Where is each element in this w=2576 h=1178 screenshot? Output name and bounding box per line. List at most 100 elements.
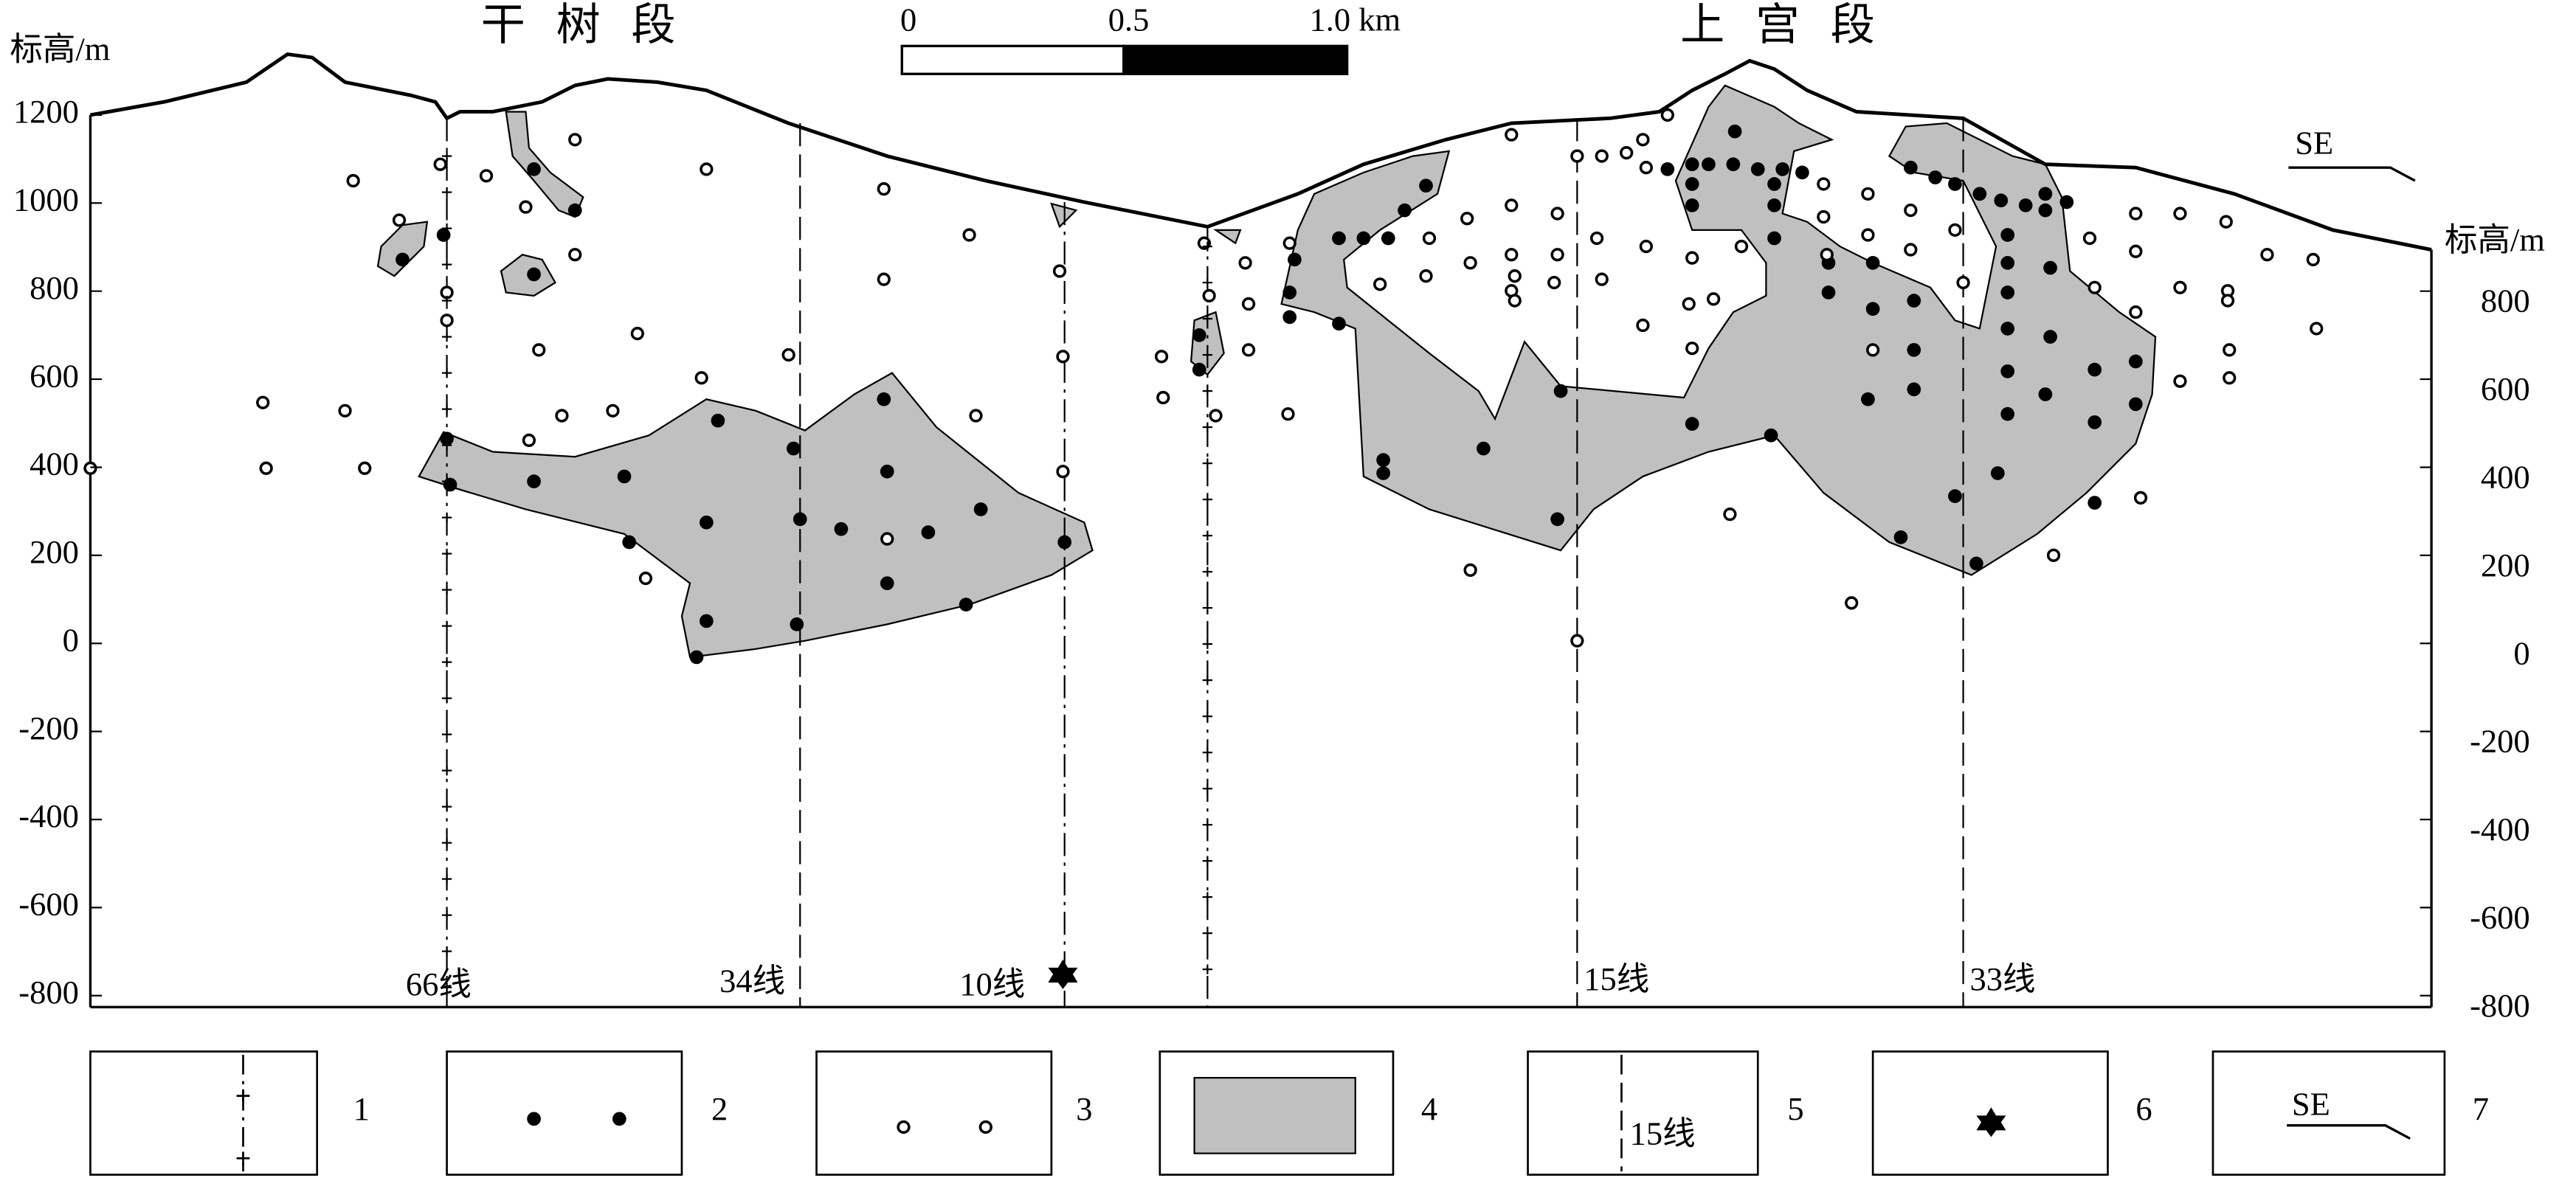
solid-dot	[1376, 453, 1390, 468]
open-dot	[259, 461, 273, 475]
open-dot	[1052, 264, 1067, 278]
solid-dot	[2088, 415, 2102, 429]
solid-dot	[1332, 316, 1346, 331]
solid-dot	[527, 162, 541, 176]
open-dot	[532, 343, 546, 357]
y-tick-label: -200	[18, 710, 79, 746]
legend-box	[815, 1050, 1053, 1176]
legend-number: 1	[353, 1090, 370, 1127]
solid-dot	[2059, 195, 2074, 209]
solid-dot	[443, 477, 457, 492]
solid-dot	[1381, 231, 1395, 246]
direction: SE	[2295, 124, 2333, 161]
scale-white	[900, 44, 1125, 75]
open-dot	[519, 200, 533, 214]
legend-number: 3	[1076, 1090, 1092, 1127]
legend-number: 5	[1787, 1090, 1803, 1127]
open-dot	[2220, 294, 2235, 308]
open-dot	[256, 395, 270, 409]
y-tick-label: 600	[30, 357, 79, 394]
legend-box	[1158, 1050, 1395, 1176]
open-dot	[2088, 280, 2102, 294]
open-dot	[568, 248, 582, 262]
section-title: 上 宫 段	[1680, 1, 1885, 50]
solid-dot	[1685, 177, 1699, 191]
solid-dot	[880, 464, 894, 479]
open-dot	[2082, 231, 2097, 246]
open-dot	[1861, 228, 1875, 242]
y-tick-label: -800	[2470, 987, 2530, 1024]
open-dot	[2306, 252, 2320, 267]
solid-dot	[1282, 285, 1297, 299]
open-dot	[1419, 269, 1433, 283]
solid-dot	[1795, 165, 1809, 180]
solid-dot	[1057, 535, 1072, 550]
open-dot	[2310, 322, 2324, 336]
solid-dot	[2018, 198, 2033, 212]
drill-marks	[441, 150, 1213, 993]
open-dot	[1154, 350, 1169, 364]
y-tick-label: 800	[2481, 283, 2530, 319]
solid-dot	[436, 228, 451, 242]
y-tick-label: -600	[2470, 898, 2530, 935]
solid-dot	[1192, 362, 1206, 377]
line-label: 34线	[719, 962, 785, 999]
y-tick-label: -800	[18, 974, 79, 1011]
open-dot	[1639, 161, 1653, 175]
legend-box	[1527, 1050, 1759, 1176]
open-dot	[2129, 305, 2143, 319]
open-dot	[1463, 256, 1477, 270]
solid-dot	[1767, 198, 1781, 212]
orebody	[505, 111, 584, 218]
open-dot	[1550, 207, 1564, 221]
legend-label: SE	[2292, 1085, 2330, 1122]
solid-dot	[527, 474, 541, 488]
open-dot	[1281, 407, 1295, 421]
open-dot	[1639, 239, 1653, 254]
open-dot	[1508, 269, 1522, 283]
open-dot	[479, 169, 494, 183]
solid-dot	[1903, 160, 1918, 175]
open-dot	[1707, 292, 1721, 306]
open-dot	[1734, 239, 1749, 254]
solid-dot	[1821, 285, 1836, 299]
solid-dot	[2043, 330, 2057, 344]
axis-title: 标高/m	[2445, 221, 2545, 258]
solid-dot	[877, 392, 891, 406]
solid-dot	[1356, 231, 1371, 246]
solid-dot	[1990, 466, 2005, 480]
legend-star	[1976, 1107, 2006, 1137]
solid-dot	[880, 576, 894, 591]
solid-dot	[1685, 198, 1699, 212]
open-dot	[1685, 342, 1699, 356]
open-dot	[2173, 280, 2187, 294]
orebody	[1280, 84, 2157, 576]
line-label: 66线	[406, 966, 472, 1002]
solid-dot	[2088, 362, 2102, 377]
legend-boxes	[89, 1050, 2446, 1176]
solid-dot	[2043, 260, 2057, 275]
y-tick-label: 600	[2481, 370, 2530, 407]
solid-dot	[959, 597, 973, 612]
open-dot	[694, 371, 708, 385]
solid-dot	[1477, 441, 1491, 456]
open-dot	[877, 182, 891, 196]
solid-dot	[1948, 177, 1962, 191]
solid-dot	[1865, 256, 1880, 270]
open-dot	[1460, 212, 1474, 226]
line-label: 10线	[959, 966, 1025, 1002]
open-dot	[1723, 507, 1737, 522]
y-tick-label: 1200	[13, 93, 79, 130]
open-dot	[1156, 390, 1170, 405]
solid-dot	[2038, 187, 2053, 201]
open-dot	[346, 173, 360, 188]
open-dot	[2133, 491, 2148, 505]
ticks: 1200 1000 800 600 400 200 0 -200 -400 -600 -800 800…	[13, 93, 2530, 1024]
solid-dot	[2000, 406, 2015, 421]
open-dot	[1056, 465, 1070, 479]
solid-dot	[1750, 162, 1765, 176]
axis-title: 标高/m	[10, 30, 110, 67]
solid-dot	[1702, 157, 1716, 172]
solid-dot	[1419, 179, 1433, 193]
